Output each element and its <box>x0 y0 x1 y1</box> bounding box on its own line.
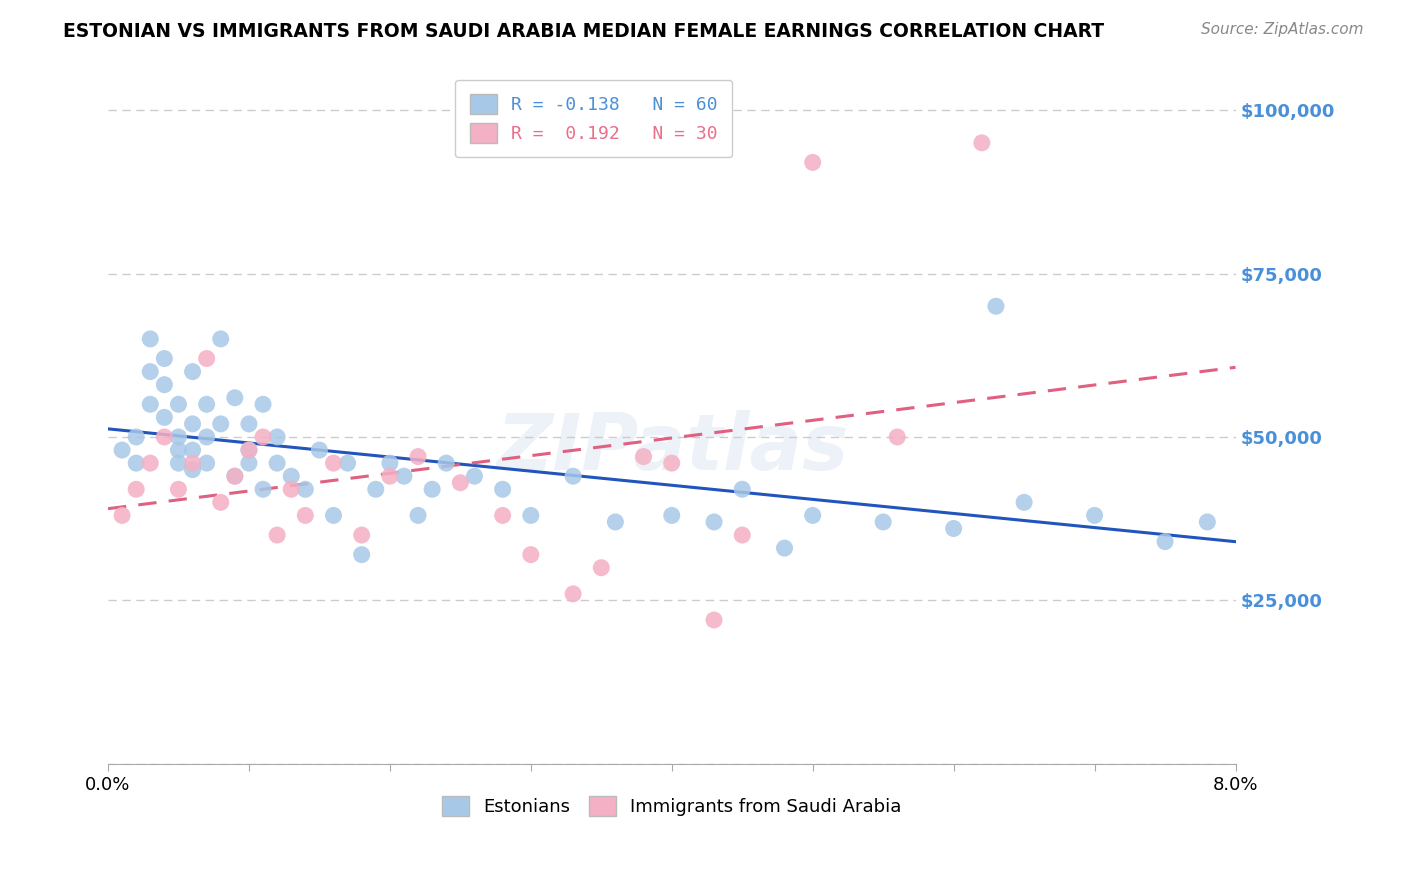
Text: ESTONIAN VS IMMIGRANTS FROM SAUDI ARABIA MEDIAN FEMALE EARNINGS CORRELATION CHAR: ESTONIAN VS IMMIGRANTS FROM SAUDI ARABIA… <box>63 22 1104 41</box>
Point <box>322 456 344 470</box>
Point <box>266 528 288 542</box>
Point <box>153 377 176 392</box>
Point <box>252 483 274 497</box>
Point <box>294 508 316 523</box>
Point <box>661 508 683 523</box>
Point <box>970 136 993 150</box>
Point <box>209 332 232 346</box>
Point <box>364 483 387 497</box>
Point <box>139 365 162 379</box>
Point <box>703 613 725 627</box>
Point <box>801 508 824 523</box>
Point <box>350 548 373 562</box>
Point <box>125 456 148 470</box>
Point <box>209 495 232 509</box>
Point <box>1084 508 1107 523</box>
Point <box>266 456 288 470</box>
Point <box>591 560 613 574</box>
Point <box>336 456 359 470</box>
Point <box>238 456 260 470</box>
Point <box>406 508 429 523</box>
Point <box>520 548 543 562</box>
Point <box>350 528 373 542</box>
Point <box>139 332 162 346</box>
Point <box>562 587 585 601</box>
Point <box>111 508 134 523</box>
Point <box>224 469 246 483</box>
Point <box>1154 534 1177 549</box>
Point <box>238 443 260 458</box>
Text: Source: ZipAtlas.com: Source: ZipAtlas.com <box>1201 22 1364 37</box>
Point <box>238 443 260 458</box>
Point <box>167 443 190 458</box>
Point <box>703 515 725 529</box>
Point <box>633 450 655 464</box>
Point <box>872 515 894 529</box>
Point <box>153 410 176 425</box>
Point <box>167 483 190 497</box>
Point <box>252 430 274 444</box>
Point <box>1197 515 1219 529</box>
Point <box>562 469 585 483</box>
Point <box>252 397 274 411</box>
Point <box>491 508 513 523</box>
Point <box>392 469 415 483</box>
Legend: Estonians, Immigrants from Saudi Arabia: Estonians, Immigrants from Saudi Arabia <box>434 789 908 823</box>
Point <box>661 456 683 470</box>
Point <box>209 417 232 431</box>
Point <box>801 155 824 169</box>
Point <box>195 397 218 411</box>
Point <box>1012 495 1035 509</box>
Point <box>984 299 1007 313</box>
Point <box>308 443 330 458</box>
Point <box>153 351 176 366</box>
Point <box>167 430 190 444</box>
Point <box>449 475 471 490</box>
Point <box>195 456 218 470</box>
Point <box>491 483 513 497</box>
Point <box>181 456 204 470</box>
Point <box>167 397 190 411</box>
Point <box>294 483 316 497</box>
Point <box>731 528 754 542</box>
Point <box>322 508 344 523</box>
Point <box>195 351 218 366</box>
Point <box>238 417 260 431</box>
Point <box>605 515 627 529</box>
Point <box>153 430 176 444</box>
Point <box>167 456 190 470</box>
Point <box>731 483 754 497</box>
Point <box>942 521 965 535</box>
Point <box>280 483 302 497</box>
Point <box>463 469 485 483</box>
Point <box>111 443 134 458</box>
Text: ZIPatlas: ZIPatlas <box>496 410 848 486</box>
Point <box>195 430 218 444</box>
Point <box>181 365 204 379</box>
Point <box>420 483 443 497</box>
Point <box>266 430 288 444</box>
Point <box>520 508 543 523</box>
Point <box>773 541 796 555</box>
Point <box>224 469 246 483</box>
Point <box>139 397 162 411</box>
Point <box>139 456 162 470</box>
Point <box>886 430 908 444</box>
Point <box>125 430 148 444</box>
Point <box>125 483 148 497</box>
Point <box>224 391 246 405</box>
Point <box>181 463 204 477</box>
Point <box>378 456 401 470</box>
Point <box>406 450 429 464</box>
Point <box>181 417 204 431</box>
Point <box>378 469 401 483</box>
Point <box>280 469 302 483</box>
Point <box>181 443 204 458</box>
Point <box>434 456 457 470</box>
